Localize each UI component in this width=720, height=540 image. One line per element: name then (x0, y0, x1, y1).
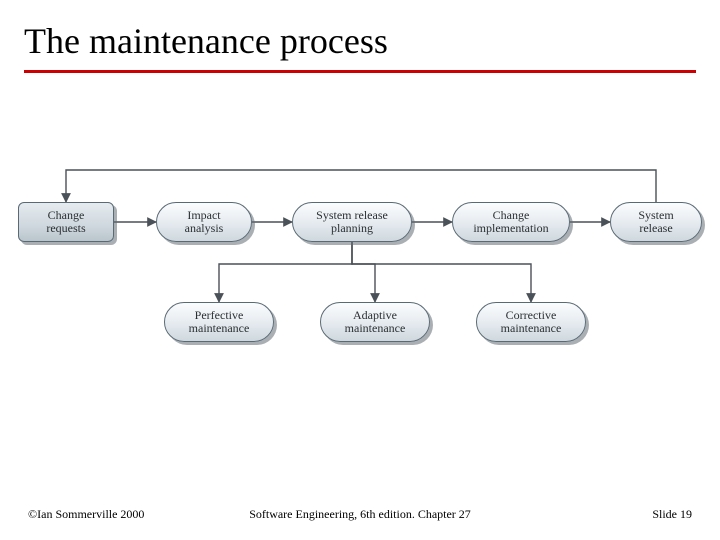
footer-right: Slide 19 (652, 507, 692, 522)
slide-title: The maintenance process (24, 20, 696, 68)
node-system-release-plan: System releaseplanning (292, 202, 412, 242)
slide: The maintenance process Changerequests Im… (0, 0, 720, 540)
footer-left: ©Ian Sommerville 2000 (28, 507, 144, 522)
edge (66, 170, 656, 202)
edge (219, 242, 352, 302)
title-rule (24, 70, 696, 73)
maintenance-flowchart: Changerequests Impactanalysis System relea… (0, 150, 720, 390)
node-corrective: Correctivemaintenance (476, 302, 586, 342)
node-adaptive: Adaptivemaintenance (320, 302, 430, 342)
flowchart-edges (0, 150, 720, 390)
node-change-requests: Changerequests (18, 202, 114, 242)
node-impact-analysis: Impactanalysis (156, 202, 252, 242)
edge (352, 242, 375, 302)
node-system-release: Systemrelease (610, 202, 702, 242)
node-change-implementation: Changeimplementation (452, 202, 570, 242)
node-perfective: Perfectivemaintenance (164, 302, 274, 342)
edge (352, 242, 531, 302)
title-block: The maintenance process (24, 20, 696, 73)
footer: ©Ian Sommerville 2000 Software Engineeri… (28, 507, 692, 522)
